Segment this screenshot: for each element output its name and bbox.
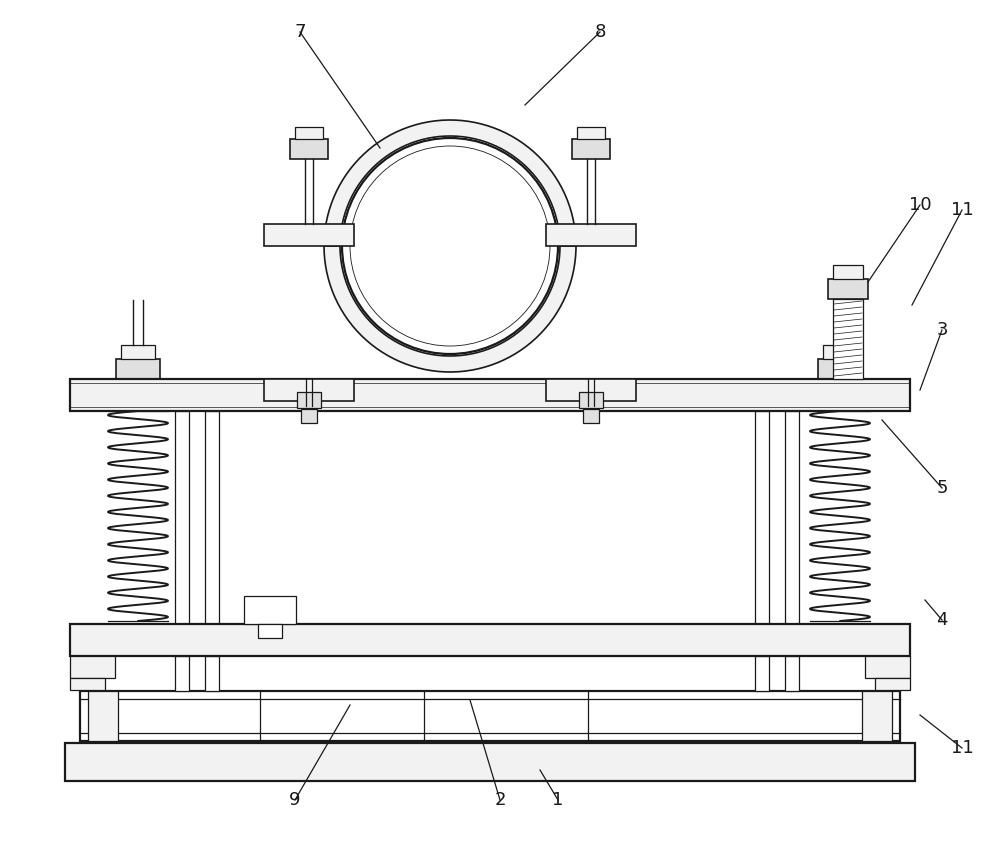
Bar [295, 127, 323, 139]
Bar [828, 279, 868, 299]
Polygon shape [324, 120, 576, 246]
Text: 11: 11 [951, 201, 973, 219]
Bar [205, 411, 219, 624]
Bar [65, 743, 915, 781]
Bar [264, 224, 354, 246]
Bar [70, 379, 910, 411]
Bar [785, 656, 799, 691]
Bar [755, 411, 769, 624]
Bar [833, 299, 863, 379]
Bar [205, 656, 219, 691]
Bar [546, 379, 636, 401]
Bar [175, 411, 189, 624]
Bar [823, 345, 857, 359]
Text: 7: 7 [294, 23, 306, 41]
Bar [116, 359, 160, 379]
Bar [818, 359, 862, 379]
Bar [572, 139, 610, 159]
Bar [583, 409, 599, 423]
Polygon shape [324, 246, 576, 372]
Bar [297, 392, 321, 408]
Circle shape [342, 138, 558, 354]
Text: 11: 11 [951, 739, 973, 757]
Text: 8: 8 [594, 23, 606, 41]
Bar [258, 624, 282, 638]
Bar [88, 691, 118, 741]
Bar [755, 656, 769, 691]
Circle shape [350, 146, 550, 346]
Bar [290, 139, 328, 159]
Text: 1: 1 [552, 791, 564, 809]
Bar [577, 127, 605, 139]
Text: 4: 4 [936, 611, 948, 629]
Bar [862, 691, 892, 741]
Bar [301, 409, 317, 423]
Bar [264, 379, 354, 401]
Bar [865, 656, 910, 678]
Bar [70, 678, 105, 690]
Bar [579, 392, 603, 408]
Bar [785, 411, 799, 624]
Bar [80, 691, 900, 741]
Bar [244, 596, 296, 624]
Text: 10: 10 [909, 196, 931, 214]
Bar [121, 345, 155, 359]
Bar [175, 656, 189, 691]
Text: 5: 5 [936, 479, 948, 497]
Text: 2: 2 [494, 791, 506, 809]
Bar [833, 265, 863, 279]
Text: 9: 9 [289, 791, 301, 809]
Text: 3: 3 [936, 321, 948, 339]
Bar [875, 678, 910, 690]
Bar [546, 224, 636, 246]
Bar [70, 656, 115, 678]
Bar [70, 624, 910, 656]
